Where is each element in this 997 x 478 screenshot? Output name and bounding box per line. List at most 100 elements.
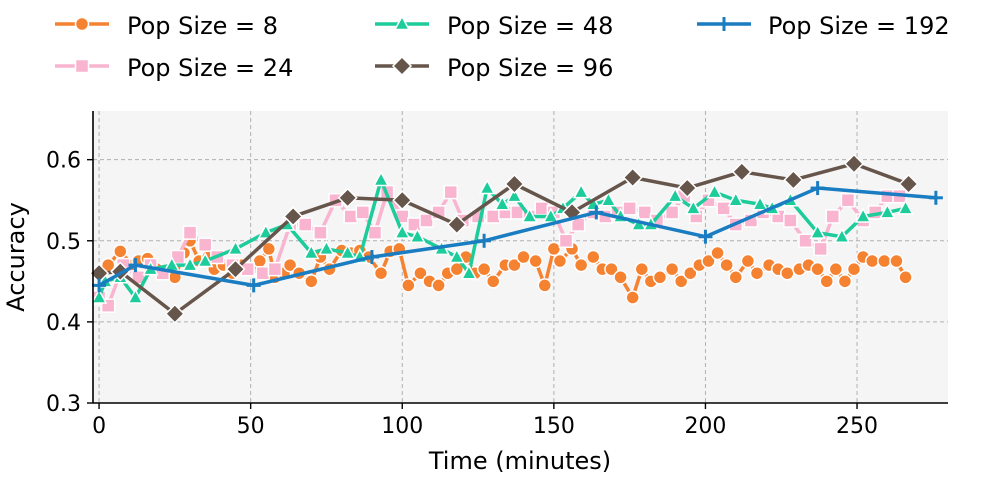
x-tick-label: 200 <box>684 414 726 439</box>
data-point <box>677 177 698 199</box>
data-point <box>828 261 844 277</box>
data-point <box>683 265 698 281</box>
data-point <box>864 253 880 269</box>
data-point <box>355 205 371 220</box>
data-point <box>783 169 804 191</box>
data-point <box>622 167 643 188</box>
data-point <box>246 278 261 293</box>
y-tick-label: 0.6 <box>46 149 81 174</box>
data-point <box>182 225 198 240</box>
data-point <box>443 184 459 200</box>
data-point <box>261 241 277 257</box>
data-point <box>880 188 895 204</box>
data-point <box>477 233 492 248</box>
data-point <box>252 253 268 269</box>
legend: Pop Size = 8 Pop Size = 24 Pop Size = 48… <box>55 12 950 82</box>
data-point <box>413 265 428 281</box>
y-tick-label: 0.3 <box>46 392 81 417</box>
data-point <box>227 239 244 256</box>
data-point <box>710 245 725 261</box>
data-point <box>798 233 813 249</box>
tick-layer: 0 50 100 150 200 250 0.3 0.4 0.5 0.6 <box>46 149 878 439</box>
data-point <box>813 241 828 257</box>
data-point <box>303 243 320 260</box>
legend-label-pop-24: Pop Size = 24 <box>127 54 293 82</box>
x-tick-label: 0 <box>92 414 106 439</box>
data-point <box>504 173 525 195</box>
legend-marker-pop-48 <box>375 14 429 31</box>
data-point <box>546 241 562 257</box>
legend-symbol <box>74 16 90 32</box>
data-point <box>698 229 713 244</box>
data-point <box>197 237 213 253</box>
data-point <box>685 199 702 215</box>
data-point <box>255 265 271 281</box>
data-point <box>613 270 628 285</box>
legend-marker-pop-8 <box>55 16 109 32</box>
data-point <box>749 265 765 281</box>
x-tick-label: 100 <box>381 414 423 439</box>
data-point <box>92 278 107 293</box>
data-point <box>257 223 275 239</box>
data-point <box>843 153 865 174</box>
legend-entry-pop-48: Pop Size = 48 <box>375 12 613 40</box>
data-point <box>485 209 501 224</box>
data-point <box>282 257 298 273</box>
data-point <box>373 265 389 281</box>
x-tick-label: 150 <box>533 414 575 439</box>
x-tick-label: 250 <box>836 414 878 439</box>
legend-entry-pop-192: Pop Size = 192 <box>697 12 950 40</box>
y-axis-label: Accuracy <box>2 202 30 312</box>
legend-symbol <box>391 55 413 77</box>
data-point <box>780 265 795 281</box>
data-point <box>664 205 680 220</box>
data-point <box>719 257 734 273</box>
data-point <box>846 261 862 277</box>
data-point <box>364 250 379 264</box>
data-point <box>128 258 143 273</box>
data-point <box>898 270 913 285</box>
data-point <box>840 192 856 208</box>
data-point <box>706 183 723 199</box>
data-point <box>600 191 617 207</box>
data-point <box>572 183 590 199</box>
data-point <box>751 195 769 211</box>
data-point <box>825 209 841 224</box>
series-5 <box>92 181 943 293</box>
legend-label-pop-192: Pop Size = 192 <box>768 12 950 40</box>
series-4 <box>89 153 919 324</box>
data-point <box>740 253 756 269</box>
data-point <box>604 261 619 277</box>
data-point <box>304 274 319 289</box>
legend-entry-pop-8: Pop Size = 8 <box>55 12 278 40</box>
data-point <box>507 257 522 273</box>
data-point <box>552 253 568 269</box>
data-point <box>485 274 501 289</box>
data-point <box>313 225 328 240</box>
data-point <box>534 201 549 216</box>
data-point <box>897 199 914 215</box>
data-point <box>448 247 466 264</box>
legend-symbol <box>74 58 90 74</box>
data-point <box>409 227 426 243</box>
data-point <box>833 227 851 243</box>
data-point <box>716 201 731 216</box>
data-point <box>343 209 358 224</box>
data-point <box>542 207 560 223</box>
data-point <box>673 274 689 289</box>
data-point <box>460 264 478 280</box>
legend-label-pop-48: Pop Size = 48 <box>447 12 613 40</box>
legend-entry-pop-96: Pop Size = 96 <box>375 54 613 82</box>
legend-marker-pop-24 <box>55 58 109 74</box>
data-point <box>516 249 531 265</box>
x-axis-label: Time (minutes) <box>428 447 611 475</box>
y-tick-label: 0.4 <box>46 311 81 336</box>
data-point <box>401 278 416 293</box>
data-point <box>494 195 511 211</box>
data-point <box>283 206 304 227</box>
series-layer <box>89 153 943 324</box>
data-point <box>431 278 446 293</box>
data-point <box>898 173 919 195</box>
data-point <box>225 259 246 280</box>
data-point <box>419 213 434 228</box>
